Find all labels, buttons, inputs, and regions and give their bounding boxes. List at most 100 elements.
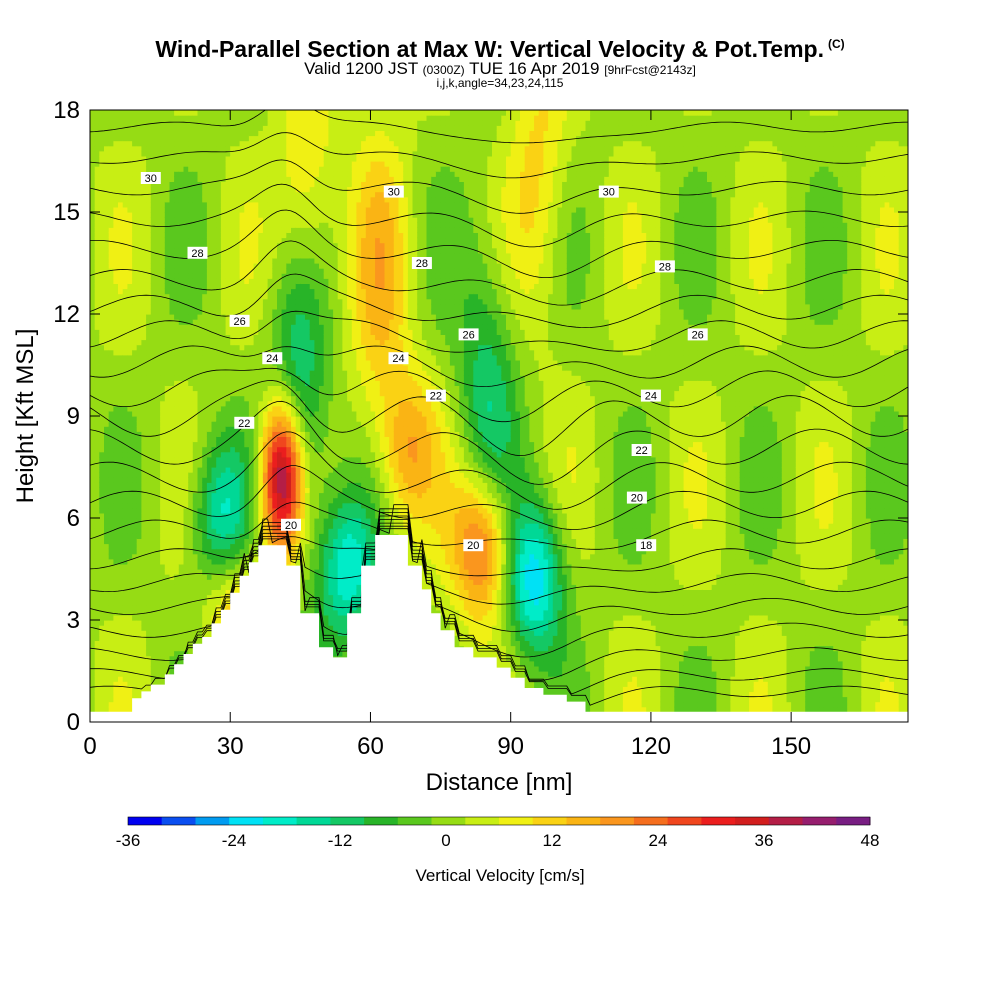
velocity-cell <box>234 247 241 254</box>
velocity-cell <box>253 237 259 244</box>
velocity-cell <box>267 257 273 264</box>
velocity-cell <box>155 314 161 320</box>
velocity-cell <box>108 181 114 188</box>
velocity-cell <box>197 416 203 422</box>
velocity-cell <box>277 161 283 167</box>
velocity-cell <box>108 477 114 483</box>
velocity-cell <box>132 344 138 351</box>
velocity-cell <box>164 492 171 499</box>
velocity-cell <box>206 161 213 167</box>
velocity-cell <box>141 400 147 407</box>
velocity-cell <box>211 319 217 325</box>
velocity-cell <box>220 217 227 223</box>
velocity-cell <box>113 293 119 300</box>
velocity-cell <box>99 196 105 203</box>
velocity-cell <box>183 604 189 611</box>
velocity-cell <box>94 314 100 320</box>
velocity-cell <box>206 609 213 616</box>
velocity-cell <box>183 614 189 621</box>
velocity-cell <box>239 528 245 534</box>
velocity-cell <box>164 380 171 386</box>
velocity-cell <box>178 431 185 437</box>
velocity-cell <box>150 273 157 279</box>
velocity-cell <box>225 553 231 560</box>
velocity-cell <box>272 436 278 443</box>
velocity-cell <box>122 120 128 126</box>
velocity-cell <box>118 630 124 636</box>
velocity-cell <box>239 523 245 529</box>
velocity-cell <box>262 441 269 448</box>
velocity-cell <box>118 206 124 213</box>
velocity-cell <box>160 482 166 488</box>
velocity-cell <box>234 543 241 550</box>
velocity-cell <box>192 431 199 437</box>
velocity-cell <box>164 120 171 126</box>
velocity-cell <box>169 217 175 223</box>
velocity-cell <box>99 385 105 392</box>
velocity-cell <box>169 145 175 152</box>
velocity-cell <box>281 497 287 504</box>
velocity-cell <box>164 324 171 330</box>
velocity-cell <box>174 558 180 565</box>
velocity-cell <box>178 645 185 652</box>
velocity-cell <box>146 456 152 463</box>
velocity-cell <box>150 640 157 647</box>
velocity-cell <box>234 212 241 218</box>
velocity-cell <box>197 365 203 371</box>
velocity-cell <box>150 181 157 188</box>
velocity-cell <box>113 640 119 647</box>
velocity-cell <box>234 563 241 570</box>
velocity-cell <box>132 569 138 575</box>
velocity-cell <box>118 446 124 453</box>
velocity-cell <box>211 222 217 228</box>
velocity-cell <box>178 553 185 560</box>
velocity-cell <box>164 227 171 233</box>
velocity-cell <box>90 288 96 295</box>
velocity-cell <box>164 533 171 539</box>
velocity-cell <box>132 645 138 652</box>
velocity-cell <box>234 512 241 519</box>
velocity-cell <box>90 655 96 662</box>
velocity-cell <box>174 217 180 223</box>
velocity-cell <box>108 278 114 284</box>
velocity-cell <box>113 512 119 519</box>
velocity-cell <box>104 604 110 611</box>
velocity-cell <box>150 497 157 504</box>
velocity-cell <box>164 589 171 596</box>
velocity-cell <box>183 324 189 330</box>
velocity-cell <box>183 217 189 223</box>
velocity-cell <box>169 431 175 437</box>
velocity-cell <box>146 385 152 392</box>
velocity-cell <box>277 186 283 193</box>
velocity-cell <box>197 186 203 193</box>
velocity-cell <box>188 604 194 611</box>
velocity-cell <box>202 222 208 228</box>
velocity-cell <box>234 252 241 259</box>
velocity-cell <box>178 574 185 580</box>
velocity-cell <box>94 140 100 147</box>
velocity-cell <box>132 166 138 172</box>
velocity-cell <box>281 477 287 483</box>
velocity-cell <box>188 298 194 305</box>
velocity-cell <box>206 232 213 239</box>
velocity-cell <box>277 257 283 264</box>
velocity-cell <box>164 650 171 657</box>
velocity-cell <box>127 319 133 325</box>
velocity-cell <box>132 339 138 346</box>
velocity-cell <box>183 553 189 560</box>
velocity-cell <box>216 518 222 524</box>
velocity-cell <box>160 237 166 244</box>
velocity-cell <box>118 512 124 519</box>
velocity-cell <box>197 467 203 473</box>
velocity-cell <box>216 298 222 305</box>
velocity-cell <box>230 349 236 356</box>
velocity-cell <box>136 171 142 177</box>
velocity-cell <box>104 426 110 432</box>
velocity-cell <box>220 212 227 218</box>
velocity-cell <box>132 257 138 264</box>
velocity-cell <box>234 553 241 560</box>
velocity-cell <box>150 436 157 443</box>
velocity-cell <box>150 533 157 539</box>
velocity-cell <box>230 456 236 463</box>
velocity-cell <box>90 706 96 713</box>
